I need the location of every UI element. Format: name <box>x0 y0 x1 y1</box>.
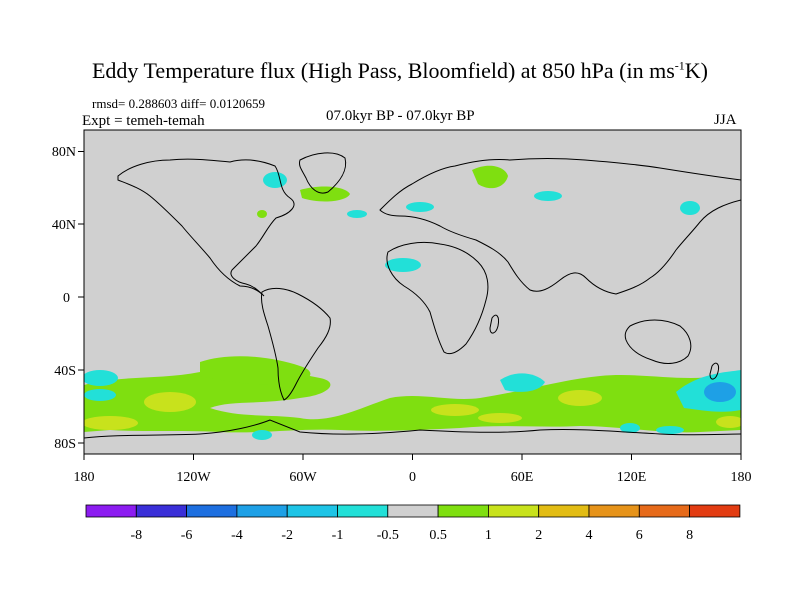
contour-green-natlantic <box>300 186 350 202</box>
colorbar-swatch <box>337 504 389 518</box>
latitude-labels: 80N 40N 0 40S 80S <box>52 145 76 452</box>
longitude-labels: 180 120W 60W 0 60E 120E 180 <box>74 470 752 485</box>
colorbar-label: -0.5 <box>377 528 399 543</box>
lon-tick-label: 60W <box>289 470 317 485</box>
anomaly-fields <box>84 165 741 440</box>
colorbar-label: -4 <box>231 528 243 543</box>
lat-tick-label: 40S <box>54 364 76 379</box>
colorbar-label: -2 <box>281 528 293 543</box>
contour-blue-1 <box>704 382 736 402</box>
contour-yellow-6 <box>716 416 741 428</box>
colorbar-swatch <box>689 504 741 518</box>
contour-cyan-2 <box>84 389 116 401</box>
contour-cyan-1 <box>84 370 118 386</box>
colorbar-label: 4 <box>586 528 593 543</box>
contour-green-barents <box>472 165 508 189</box>
contour-yellow-3 <box>431 404 479 416</box>
axis-ticks <box>78 151 742 460</box>
contour-yellow-4 <box>558 390 602 406</box>
contour-cyan-3 <box>500 373 545 392</box>
colorbar-swatch <box>236 504 288 518</box>
colorbar-label: -1 <box>332 528 344 543</box>
colorbar-label: -8 <box>130 528 142 543</box>
lon-tick-label: 0 <box>409 470 416 485</box>
plot-title: Eddy Temperature flux (High Pass, Bloomf… <box>91 58 708 83</box>
lon-tick-label: 180 <box>731 470 752 485</box>
contour-yellow-2 <box>84 416 138 430</box>
colorbar-swatch <box>437 504 489 518</box>
lon-tick-label: 120E <box>617 470 647 485</box>
colorbar-label: 2 <box>535 528 542 543</box>
contour-green-southpacific <box>200 356 311 385</box>
contour-cyan-5 <box>252 430 272 440</box>
colorbar-swatch <box>286 504 338 518</box>
contour-cyan-10 <box>406 202 434 212</box>
colorbar-label: 0.5 <box>429 528 447 543</box>
lat-tick-label: 80S <box>54 437 76 452</box>
lon-tick-label: 60E <box>511 470 534 485</box>
contour-cyan-6 <box>620 423 640 433</box>
lat-tick-label: 40N <box>52 218 76 233</box>
colorbar-label: -6 <box>181 528 193 543</box>
colorbar-swatch <box>135 504 188 518</box>
stats-label: rmsd= 0.288603 diff= 0.0120659 <box>92 96 265 111</box>
lat-tick-label: 80N <box>52 145 76 160</box>
colorbar-swatch <box>638 504 690 518</box>
colorbar-swatch <box>387 504 439 518</box>
colorbar-swatch <box>85 504 137 518</box>
colorbar <box>85 504 741 518</box>
coastlines <box>84 152 741 439</box>
colorbar-label: 8 <box>686 528 693 543</box>
colorbar-swatch <box>487 504 540 518</box>
colorbar-label: 1 <box>485 528 492 543</box>
colorbar-label: 6 <box>636 528 643 543</box>
contour-cyan-12 <box>680 201 700 215</box>
period-label: 07.0kyr BP - 07.0kyr BP <box>326 108 475 124</box>
contour-cyan-7 <box>656 426 684 434</box>
colorbar-swatch <box>588 504 640 518</box>
colorbar-swatch <box>186 504 238 518</box>
contour-cyan-9 <box>347 210 367 218</box>
lon-tick-label: 180 <box>74 470 95 485</box>
contour-cyan-8 <box>385 258 421 272</box>
map-content <box>84 152 741 440</box>
contour-cyan-11 <box>534 191 562 201</box>
contour-green-small <box>257 210 267 218</box>
lat-tick-label: 0 <box>63 291 70 306</box>
colorbar-labels: -8 -6 -4 -2 -1 -0.5 0.5 1 2 4 6 8 <box>130 528 693 543</box>
experiment-label: Expt = temeh-temah <box>82 113 205 129</box>
lon-tick-label: 120W <box>176 470 211 485</box>
colorbar-swatch <box>538 504 590 518</box>
season-label: JJA <box>714 112 737 128</box>
contour-yellow-5 <box>478 413 522 423</box>
contour-cyan-13 <box>263 172 287 188</box>
contour-yellow-1 <box>144 392 196 412</box>
